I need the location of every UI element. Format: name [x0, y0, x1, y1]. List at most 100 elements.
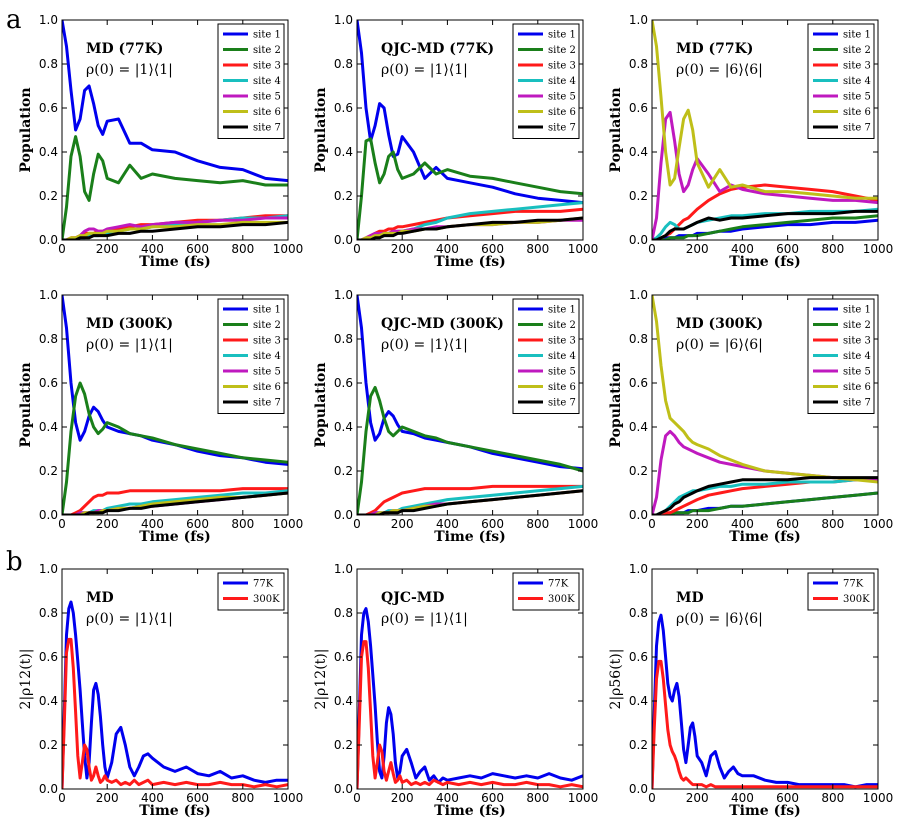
legend-label: site 1 — [843, 305, 871, 316]
x-tick-label: 400 — [436, 791, 459, 805]
y-tick-label: 0.2 — [334, 189, 353, 203]
y-tick-label: 0.4 — [334, 420, 353, 434]
legend-label: site 7 — [253, 398, 281, 409]
x-tick-label: 0 — [648, 242, 656, 256]
chart-subtitle: ρ(0) = |1⟩⟨1| — [381, 611, 468, 627]
series-group — [652, 613, 878, 789]
y-tick-label: 0.6 — [39, 376, 58, 390]
y-axis-label: Population — [313, 362, 329, 447]
y-tick-label: 0.0 — [629, 782, 648, 796]
x-tick-label: 400 — [731, 242, 754, 256]
y-axis-label: Population — [313, 87, 329, 172]
chart-title: MD (300K) — [676, 316, 763, 332]
plot-frame — [651, 294, 879, 516]
y-axis-label: Population — [18, 87, 34, 172]
x-tick-label: 1000 — [568, 242, 599, 256]
series-line-site-1 — [357, 295, 583, 471]
y-tick-label: 0.2 — [334, 738, 353, 752]
y-axis-label: 2|ρ56(t)| — [608, 649, 624, 710]
chart-title: QJC-MD (77K) — [381, 41, 494, 57]
x-tick-label: 600 — [186, 242, 209, 256]
legend-label: site 2 — [548, 45, 576, 56]
y-tick-label: 0.2 — [629, 464, 648, 478]
chart-title: MD (300K) — [86, 316, 173, 332]
y-tick-label: 0.2 — [39, 189, 58, 203]
x-tick-label: 200 — [96, 517, 119, 531]
y-axis-label: Population — [18, 362, 34, 447]
chart-subtitle: ρ(0) = |1⟩⟨1| — [86, 62, 173, 78]
legend-label: site 3 — [548, 61, 576, 72]
legend-label: site 1 — [548, 305, 576, 316]
x-tick-label: 1000 — [568, 791, 599, 805]
legend-label: site 2 — [843, 320, 871, 331]
x-tick-label: 1000 — [863, 242, 894, 256]
series-line-300k — [357, 640, 583, 789]
x-tick-label: 0 — [648, 517, 656, 531]
chart-0: 0 200 400 600 800 1000 0.0 0.2 0.4 0.6 0.8 1.0 Time … — [18, 13, 303, 270]
x-tick-label: 0 — [353, 242, 361, 256]
legend-label: site 1 — [548, 30, 576, 41]
y-tick-label: 0.0 — [39, 233, 58, 247]
x-axis-label: Time (fs) — [729, 254, 800, 270]
series-line-site-1 — [357, 20, 583, 205]
x-tick-label: 1000 — [863, 791, 894, 805]
y-tick-label: 0.2 — [629, 738, 648, 752]
y-tick-label: 1.0 — [334, 562, 353, 576]
legend-label: site 4 — [843, 76, 871, 87]
series-line-site-2 — [357, 385, 583, 515]
legend-label: site 7 — [548, 123, 576, 134]
x-tick-label: 400 — [436, 517, 459, 531]
plot-frame — [61, 294, 289, 516]
y-tick-label: 0.0 — [334, 782, 353, 796]
x-tick-label: 1000 — [863, 517, 894, 531]
y-tick-label: 0.4 — [629, 420, 648, 434]
x-tick-label: 200 — [686, 791, 709, 805]
chart-2: 0 200 400 600 800 1000 0.0 0.2 0.4 0.6 0.8 1.0 Time … — [608, 13, 893, 270]
legend-box — [512, 572, 580, 611]
x-axis-label: Time (fs) — [729, 529, 800, 545]
x-axis-label: Time (fs) — [139, 254, 210, 270]
chart-5: 0 200 400 600 800 1000 0.0 0.2 0.4 0.6 0.8 1.0 Time … — [608, 288, 893, 545]
series-line-site-3 — [62, 487, 288, 515]
plot-frame — [651, 568, 879, 790]
x-tick-label: 400 — [731, 517, 754, 531]
x-tick-label: 200 — [391, 517, 414, 531]
legend-label: site 5 — [548, 92, 576, 103]
series-line-300k — [652, 659, 878, 789]
y-tick-label: 0.0 — [39, 508, 58, 522]
chart-title: MD (77K) — [86, 41, 163, 57]
y-tick-label: 0.8 — [39, 57, 58, 71]
series-line-site-6 — [652, 20, 878, 200]
chart-subtitle: ρ(0) = |1⟩⟨1| — [86, 611, 173, 627]
y-tick-label: 1.0 — [39, 288, 58, 302]
x-tick-label: 200 — [686, 242, 709, 256]
y-tick-label: 0.8 — [629, 332, 648, 346]
y-tick-label: 0.0 — [629, 508, 648, 522]
chart-8: 0 200 400 600 800 1000 0.0 0.2 0.4 0.6 0.8 1.0 Time … — [608, 562, 893, 819]
chart-subtitle: ρ(0) = |1⟩⟨1| — [86, 337, 173, 353]
legend-label: site 4 — [253, 351, 281, 362]
y-axis-label: Population — [608, 87, 624, 172]
y-tick-label: 0.4 — [629, 694, 648, 708]
y-tick-label: 1.0 — [629, 13, 648, 27]
legend-label: 77K — [253, 579, 274, 590]
plot-frame — [356, 294, 584, 516]
legend-label: site 4 — [548, 351, 576, 362]
series-line-77k — [357, 607, 583, 789]
legend-label: site 7 — [548, 398, 576, 409]
chart-1: 0 200 400 600 800 1000 0.0 0.2 0.4 0.6 0.8 1.0 Time … — [313, 13, 598, 270]
legend-label: 300K — [253, 594, 280, 605]
x-axis-label: Time (fs) — [139, 803, 210, 819]
plot-frame — [356, 19, 584, 241]
y-tick-label: 0.2 — [39, 738, 58, 752]
x-axis-label: Time (fs) — [434, 803, 505, 819]
y-tick-label: 0.6 — [39, 101, 58, 115]
x-tick-label: 800 — [231, 242, 254, 256]
x-tick-label: 800 — [231, 517, 254, 531]
series-line-site-6 — [652, 295, 878, 484]
x-tick-label: 800 — [526, 242, 549, 256]
series-line-site-7 — [652, 476, 878, 515]
y-tick-label: 0.0 — [39, 782, 58, 796]
legend-label: site 7 — [253, 123, 281, 134]
series-group — [62, 20, 288, 240]
